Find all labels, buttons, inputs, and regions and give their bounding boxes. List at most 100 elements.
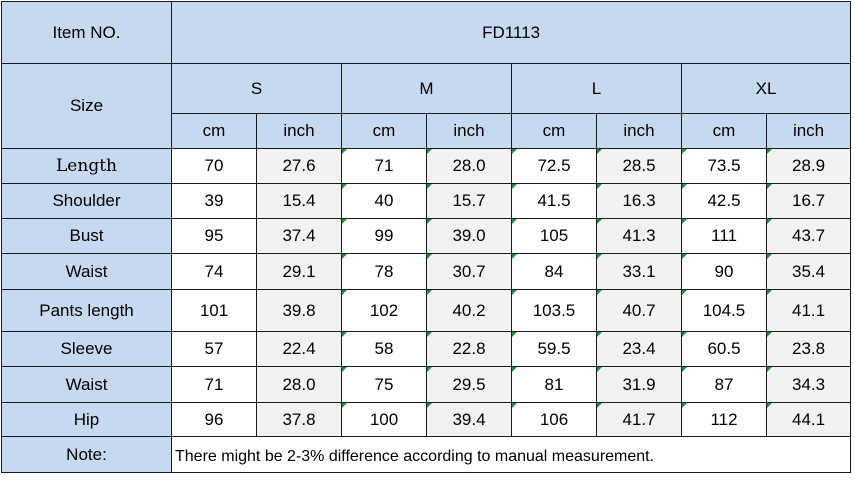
value-cell: 90 bbox=[681, 253, 767, 290]
measurement-row-shoulder: Shoulder 39 15.4 40 15.7 41.5 16.3 42.5 … bbox=[1, 183, 852, 219]
value-cell: 101 bbox=[171, 289, 257, 332]
value-cell: 27.6 bbox=[256, 148, 342, 184]
note-text: There might be 2-3% difference according… bbox=[170, 436, 852, 473]
value-cell: 111 bbox=[681, 218, 767, 254]
value-cell: 57 bbox=[171, 331, 257, 367]
row-label: Pants length bbox=[1, 289, 172, 332]
measurement-row-waist-2: Waist 71 28.0 75 29.5 81 31.9 87 34.3 bbox=[1, 366, 852, 403]
row-label: Waist bbox=[1, 253, 172, 290]
value-cell: 15.7 bbox=[426, 183, 512, 219]
unit-cm: cm bbox=[681, 113, 767, 149]
value-cell: 60.5 bbox=[681, 331, 767, 367]
value-cell: 41.7 bbox=[596, 402, 682, 437]
value-cell: 30.7 bbox=[426, 253, 512, 290]
size-label: Size bbox=[1, 63, 172, 149]
value-cell: 22.8 bbox=[426, 331, 512, 367]
value-cell: 58 bbox=[341, 331, 427, 367]
size-row: Size S M L XL bbox=[1, 63, 852, 149]
measurement-row-bust: Bust 95 37.4 99 39.0 105 41.3 111 43.7 bbox=[1, 218, 852, 254]
value-cell: 44.1 bbox=[765, 402, 852, 437]
value-cell: 100 bbox=[341, 402, 427, 437]
value-cell: 29.5 bbox=[426, 366, 512, 403]
value-cell: 28.5 bbox=[596, 148, 682, 184]
item-code: FD1113 bbox=[170, 1, 852, 64]
value-cell: 70 bbox=[171, 148, 257, 184]
value-cell: 39 bbox=[171, 183, 257, 219]
value-cell: 78 bbox=[341, 253, 427, 290]
unit-inch: inch bbox=[256, 113, 342, 149]
value-cell: 15.4 bbox=[256, 183, 342, 219]
value-cell: 104.5 bbox=[681, 289, 767, 332]
unit-cm: cm bbox=[341, 113, 427, 149]
value-cell: 106 bbox=[511, 402, 597, 437]
value-cell: 72.5 bbox=[511, 148, 597, 184]
size-chart-table: Item NO. FD1113 Size S M L XL cm inch cm… bbox=[1, 1, 852, 473]
row-label: Waist bbox=[1, 366, 172, 403]
measurement-row-waist: Waist 74 29.1 78 30.7 84 33.1 90 35.4 bbox=[1, 253, 852, 290]
value-cell: 96 bbox=[171, 402, 257, 437]
value-cell: 73.5 bbox=[681, 148, 767, 184]
unit-inch: inch bbox=[765, 113, 852, 149]
value-cell: 84 bbox=[511, 253, 597, 290]
value-cell: 102 bbox=[341, 289, 427, 332]
value-cell: 33.1 bbox=[596, 253, 682, 290]
value-cell: 23.8 bbox=[765, 331, 852, 367]
value-cell: 42.5 bbox=[681, 183, 767, 219]
unit-inch: inch bbox=[596, 113, 682, 149]
value-cell: 29.1 bbox=[256, 253, 342, 290]
item-row: Item NO. FD1113 bbox=[1, 1, 852, 64]
value-cell: 39.4 bbox=[426, 402, 512, 437]
value-cell: 43.7 bbox=[765, 218, 852, 254]
value-cell: 16.3 bbox=[596, 183, 682, 219]
value-cell: 40 bbox=[341, 183, 427, 219]
row-label: Length bbox=[1, 148, 172, 184]
note-row: Note: There might be 2-3% difference acc… bbox=[1, 436, 852, 473]
measurement-row-length: Length 70 27.6 71 28.0 72.5 28.5 73.5 28… bbox=[1, 148, 852, 184]
size-s: S bbox=[171, 63, 342, 114]
value-cell: 22.4 bbox=[256, 331, 342, 367]
value-cell: 59.5 bbox=[511, 331, 597, 367]
size-l: L bbox=[511, 63, 682, 114]
size-m: M bbox=[341, 63, 512, 114]
value-cell: 75 bbox=[341, 366, 427, 403]
value-cell: 41.5 bbox=[511, 183, 597, 219]
value-cell: 41.3 bbox=[596, 218, 682, 254]
unit-cm: cm bbox=[511, 113, 597, 149]
unit-row: cm inch cm inch cm inch cm inch bbox=[2, 113, 852, 149]
value-cell: 31.9 bbox=[596, 366, 682, 403]
value-cell: 37.8 bbox=[256, 402, 342, 437]
value-cell: 28.0 bbox=[426, 148, 512, 184]
measurement-row-pants-length: Pants length 101 39.8 102 40.2 103.5 40.… bbox=[1, 289, 852, 332]
row-label: Hip bbox=[1, 402, 172, 437]
value-cell: 37.4 bbox=[256, 218, 342, 254]
value-cell: 23.4 bbox=[596, 331, 682, 367]
value-cell: 28.9 bbox=[765, 148, 852, 184]
value-cell: 28.0 bbox=[256, 366, 342, 403]
value-cell: 112 bbox=[681, 402, 767, 437]
value-cell: 40.2 bbox=[426, 289, 512, 332]
value-cell: 103.5 bbox=[511, 289, 597, 332]
item-no-label: Item NO. bbox=[1, 1, 172, 64]
note-label: Note: bbox=[1, 436, 172, 473]
value-cell: 87 bbox=[681, 366, 767, 403]
value-cell: 34.3 bbox=[765, 366, 852, 403]
value-cell: 39.0 bbox=[426, 218, 512, 254]
unit-inch: inch bbox=[426, 113, 512, 149]
value-cell: 74 bbox=[171, 253, 257, 290]
value-cell: 95 bbox=[171, 218, 257, 254]
row-label: Sleeve bbox=[1, 331, 172, 367]
value-cell: 71 bbox=[341, 148, 427, 184]
value-cell: 40.7 bbox=[596, 289, 682, 332]
measurement-row-hip: Hip 96 37.8 100 39.4 106 41.7 112 44.1 bbox=[1, 402, 852, 437]
value-cell: 16.7 bbox=[765, 183, 852, 219]
value-cell: 41.1 bbox=[765, 289, 852, 332]
value-cell: 39.8 bbox=[256, 289, 342, 332]
unit-cm: cm bbox=[171, 113, 257, 149]
value-cell: 81 bbox=[511, 366, 597, 403]
size-xl: XL bbox=[680, 63, 852, 114]
value-cell: 99 bbox=[341, 218, 427, 254]
row-label: Shoulder bbox=[1, 183, 172, 219]
value-cell: 71 bbox=[171, 366, 257, 403]
value-cell: 35.4 bbox=[765, 253, 852, 290]
value-cell: 105 bbox=[511, 218, 597, 254]
